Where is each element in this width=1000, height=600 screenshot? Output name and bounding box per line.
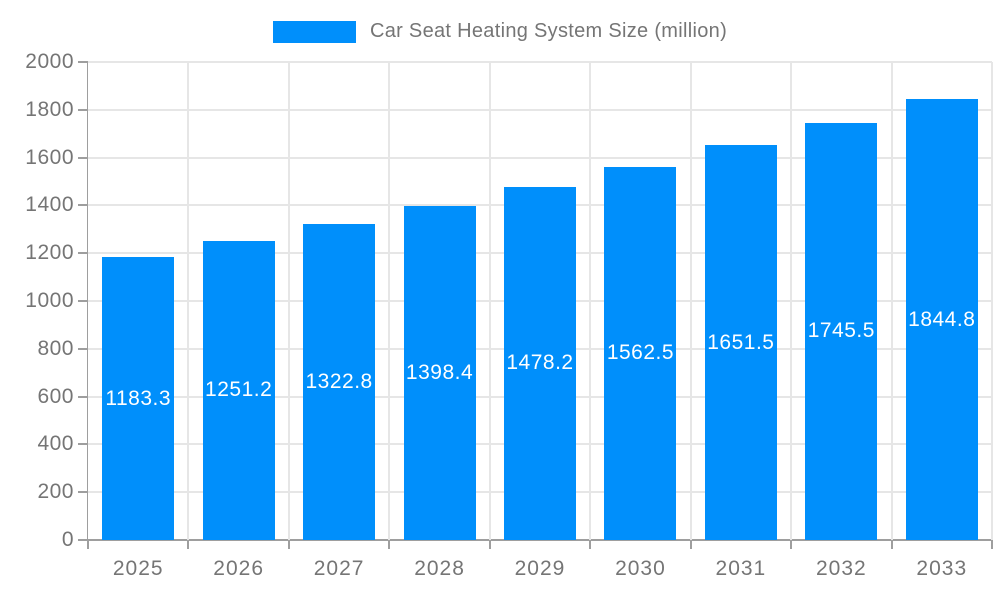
v-gridline: [991, 62, 993, 540]
y-tick-label: 800: [37, 336, 74, 360]
x-axis-tick: [187, 540, 190, 549]
y-tick-label: 1400: [25, 193, 74, 217]
bar-value-label: 1398.4: [405, 360, 474, 384]
bar-value-label: 1562.5: [606, 341, 675, 365]
h-gridline: [88, 156, 992, 159]
bar-value-label: 1651.5: [707, 330, 775, 354]
bar-value-label: 1183.3: [105, 386, 172, 410]
y-axis-tick: [78, 204, 88, 207]
h-gridline: [88, 108, 992, 111]
x-tick-label: 2031: [715, 557, 767, 580]
y-tick-label: 0: [61, 528, 74, 551]
y-axis-tick: [78, 347, 88, 350]
y-axis-tick: [78, 539, 88, 541]
y-tick-label: 1000: [25, 289, 74, 312]
bar-2027[interactable]: [303, 223, 376, 540]
bar-value-label: 1478.2: [506, 351, 574, 375]
x-axis-tick: [488, 540, 491, 549]
x-axis-tick: [388, 540, 391, 549]
y-tick-label: 600: [37, 384, 74, 408]
bar-value-label: 1745.5: [807, 319, 875, 343]
y-tick-label: 2000: [25, 50, 74, 73]
y-tick-label: 200: [37, 480, 74, 504]
x-tick-label: 2028: [414, 557, 465, 580]
bar-2026[interactable]: [202, 240, 275, 540]
y-tick-label: 1600: [25, 145, 74, 169]
y-axis-tick: [78, 61, 88, 63]
y-axis-labels: 0 200 400 600 800 1000 1200 1400 1600 1800 2000: [0, 50, 74, 551]
y-tick-label: 1200: [25, 241, 74, 265]
bar-2032[interactable]: [805, 122, 878, 540]
bar-2025[interactable]: [102, 257, 175, 540]
x-axis-line: [78, 539, 992, 541]
x-axis-tick: [287, 540, 290, 549]
y-axis-tick: [78, 300, 88, 302]
x-axis-tick: [790, 540, 793, 549]
x-axis-labels: 2025 2026 2027 2028 2029 2030 2031 2032 2033: [88, 552, 992, 586]
v-gridline: [488, 62, 491, 540]
legend[interactable]: Car Seat Heating System Size (million): [0, 20, 1000, 43]
x-axis-tick: [689, 540, 692, 549]
legend-swatch: [272, 20, 356, 43]
y-axis-tick: [78, 156, 88, 159]
bar-2033[interactable]: [905, 99, 978, 540]
bar-value-label: 1322.8: [305, 369, 373, 393]
x-tick-label: 2027: [313, 557, 365, 580]
v-gridline: [187, 62, 190, 540]
y-axis-tick: [78, 491, 88, 494]
y-tick-label: 400: [37, 432, 74, 456]
bar-value-label: 1251.2: [205, 378, 273, 402]
x-tick-label: 2025: [112, 557, 164, 580]
x-tick-label: 2033: [916, 557, 968, 580]
bar-2028[interactable]: [403, 205, 476, 540]
v-gridline: [589, 62, 592, 540]
plot-area: 1183.3 1251.2 1322.8 1398.4 1478.2 1562.5 1651…: [88, 61, 993, 540]
y-axis-tick: [78, 395, 88, 398]
y-axis-tick: [78, 108, 88, 111]
x-tick-label: 2029: [514, 557, 566, 580]
bar-2030[interactable]: [604, 166, 677, 540]
v-gridline: [287, 62, 290, 540]
legend-label: Car Seat Heating System Size (million): [369, 20, 728, 42]
x-axis-tick: [589, 540, 592, 549]
y-axis-tick: [78, 252, 88, 255]
v-gridline: [388, 62, 391, 540]
x-axis-tick: [87, 540, 89, 549]
v-gridline: [689, 62, 692, 540]
bar-2029[interactable]: [504, 186, 576, 540]
x-axis-tick: [890, 540, 893, 549]
v-gridline: [890, 62, 893, 540]
y-tick-label: 1800: [25, 97, 74, 121]
x-tick-label: 2030: [615, 557, 666, 580]
x-tick-label: 2032: [815, 557, 867, 580]
bar-value-label: 1844.8: [908, 307, 976, 331]
x-axis-tick: [991, 540, 993, 549]
v-gridline: [790, 62, 793, 540]
y-axis-tick: [78, 443, 88, 446]
h-gridline: [88, 61, 992, 63]
bar-2031[interactable]: [704, 145, 777, 540]
x-tick-label: 2026: [213, 557, 265, 580]
